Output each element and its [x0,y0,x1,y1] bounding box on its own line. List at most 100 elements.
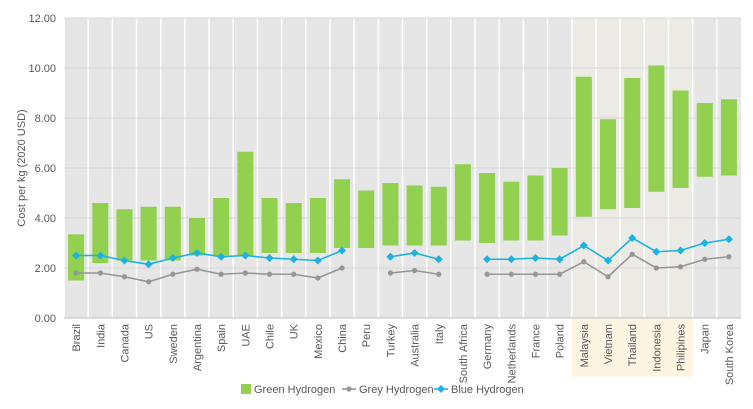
x-tick-label-china: China [337,323,349,353]
x-tick-label-uae: UAE [240,324,252,347]
x-tick-label-mexico: Mexico [313,324,325,359]
grey-hydrogen-point-uae [242,270,248,276]
grey-hydrogen-point-uk [291,271,297,277]
blue-hydrogen-point-china [338,246,347,255]
blue-hydrogen-point-netherlands [507,255,516,264]
green-hydrogen-bar-south-korea [720,99,737,176]
y-tick-label: 6.00 [35,163,56,175]
x-tick-label-italy: Italy [434,324,446,345]
x-tick-label-indonesia: Indonesia [651,323,663,372]
green-hydrogen-bar-vietnam [600,119,617,210]
x-tick-label-uk: UK [289,323,301,339]
green-hydrogen-legend-label: Green Hydrogen [254,384,335,396]
blue-hydrogen-point-france [531,254,540,262]
green-hydrogen-bar-indonesia [648,65,665,192]
x-tick-label-germany: Germany [482,324,494,370]
green-hydrogen-bar-mexico [309,198,326,253]
grey-hydrogen-point-brazil [73,270,79,276]
grey-hydrogen-point-italy [436,271,442,277]
y-tick-label: 2.00 [35,263,56,275]
blue-hydrogen-point-canada [120,256,129,265]
grey-hydrogen-point-argentina [194,266,200,272]
x-tick-label-sweden: Sweden [168,324,180,364]
y-tick-label: 8.00 [35,113,56,125]
grey-hydrogen-point-japan [702,256,708,262]
blue-hydrogen-point-poland [555,255,564,264]
green-hydrogen-bar-sweden [164,206,181,261]
green-hydrogen-bar-south-africa [454,164,471,241]
grey-hydrogen-point-south-korea [726,254,732,260]
green-hydrogen-bar-chile [261,198,278,253]
x-tick-label-thailand: Thailand [627,324,639,366]
x-tick-label-south-africa: South Africa [458,323,470,383]
green-hydrogen-bar-italy [430,186,447,246]
blue-hydrogen-legend-marker [437,385,445,393]
blue-hydrogen-point-brazil [72,251,81,260]
blue-hydrogen-line [76,249,343,266]
green-hydrogen-bar-us [140,206,157,261]
grey-hydrogen-point-malaysia [581,259,587,265]
grey-hydrogen-series [73,251,732,285]
grey-hydrogen-point-netherlands [508,271,514,277]
blue-hydrogen-point-south-korea [724,235,733,244]
blue-hydrogen-series [72,234,733,269]
x-tick-label-spain: Spain [216,324,228,352]
y-tick-label: 10.00 [28,63,56,75]
grey-hydrogen-legend-label: Grey Hydrogen [359,384,434,396]
green-hydrogen-bar-spain [213,198,230,256]
y-tick-label: 12.00 [28,13,56,25]
green-hydrogen-bar-canada [116,209,133,261]
legend: Green Hydrogen Grey Hydrogen Blue Hydrogen [241,384,524,396]
grey-hydrogen-point-germany [484,271,490,277]
x-tick-label-peru: Peru [361,324,373,347]
green-hydrogen-bar-philipines [672,90,689,188]
x-tick-label-netherlands: Netherlands [506,324,518,384]
x-tick-label-vietnam: Vietnam [603,324,615,364]
grey-hydrogen-point-indonesia [653,265,659,271]
green-hydrogen-bar-france [527,175,544,241]
x-tick-label-australia: Australia [410,323,422,367]
blue-hydrogen-point-turkey [386,252,395,261]
y-axis-title: Cost per kg (2020 USD) [16,109,28,226]
blue-hydrogen-point-uk [289,255,298,264]
grey-hydrogen-point-vietnam [605,274,611,280]
grey-hydrogen-point-turkey [387,270,394,276]
x-tick-label-chile: Chile [265,324,277,349]
grey-hydrogen-point-philipines [677,264,684,270]
x-tick-label-malaysia: Malaysia [579,323,591,367]
grey-hydrogen-point-us [146,279,152,285]
grey-hydrogen-point-china [339,265,345,271]
green-hydrogen-bar-uae [237,151,254,256]
blue-hydrogen-point-indonesia [652,247,661,256]
grey-hydrogen-point-mexico [315,275,321,281]
green-hydrogen-bar-japan [696,103,713,177]
blue-hydrogen-point-thailand [628,234,637,242]
grey-hydrogen-line [76,267,343,283]
grey-hydrogen-point-india [97,270,103,276]
green-hydrogen-bar-netherlands [503,181,520,241]
x-axis: Brazil India Canada US Sweden Argentina Spain U… [64,317,741,385]
blue-hydrogen-point-italy [434,255,443,264]
x-tick-label-turkey: Turkey [385,324,397,358]
green-hydrogen-bar-india [92,203,109,263]
x-tick-label-argentina: Argentina [192,323,204,371]
grey-hydrogen-point-sweden [170,271,176,277]
blue-hydrogen-point-malaysia [579,241,588,250]
x-tick-label-south-korea: South Korea [724,323,736,385]
blue-hydrogen-point-chile [265,254,274,262]
x-tick-label-japan: Japan [700,324,712,354]
grey-hydrogen-point-chile [266,271,273,277]
y-tick-label: 0.00 [35,313,56,325]
blue-hydrogen-point-us [144,260,153,269]
x-tick-label-india: India [95,323,107,348]
x-tick-label-canada: Canada [119,323,131,362]
green-hydrogen-bar-uk [285,203,302,253]
grey-hydrogen-point-canada [121,274,128,280]
blue-hydrogen-point-india [96,251,105,260]
x-tick-label-brazil: Brazil [71,324,83,352]
green-hydrogen-bar-argentina [188,218,205,256]
grey-hydrogen-point-france [532,271,539,277]
blue-hydrogen-point-vietnam [604,256,613,265]
green-hydrogen-bar-thailand [624,78,641,208]
